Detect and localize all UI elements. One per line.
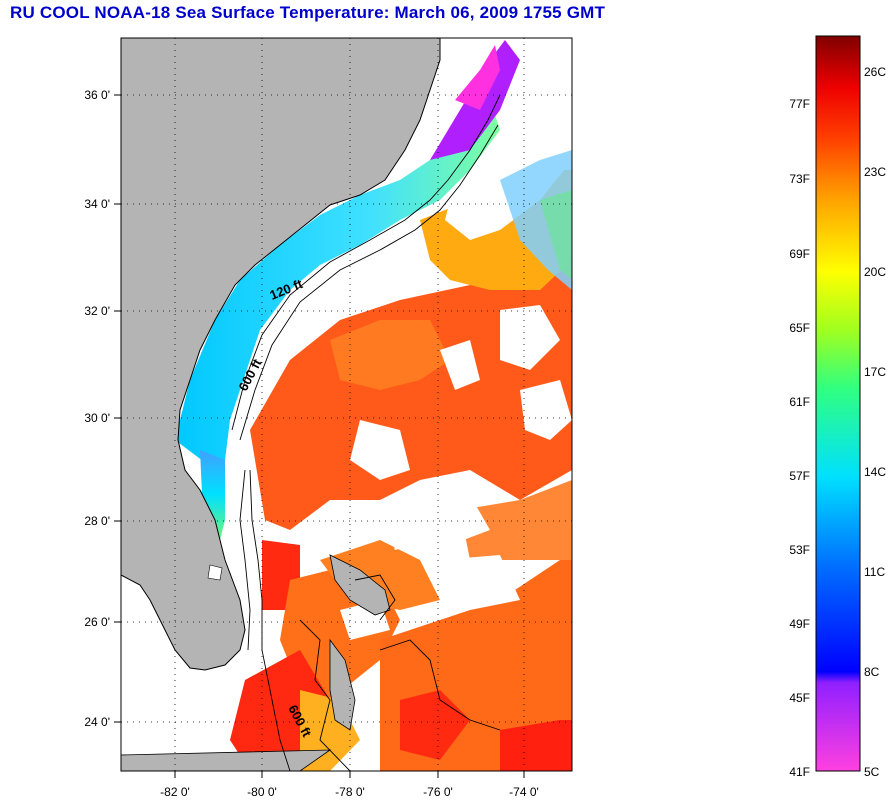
cb-label-c: 26C: [864, 65, 886, 79]
cb-label-c: 14C: [864, 465, 886, 479]
cb-label-c: 11C: [864, 565, 885, 579]
map-border: [120, 37, 573, 772]
lat-label: 24 0': [84, 715, 110, 729]
cb-label-f: 65F: [789, 321, 810, 335]
colorbar: 77F 73F 69F 65F 61F 57F 53F 49F 45F 41F …: [789, 35, 886, 779]
cb-label-c: 8C: [864, 665, 880, 679]
bathymetry-contours: [231, 94, 501, 771]
cb-label-f: 57F: [789, 469, 810, 483]
colorbar-gradient: [815, 35, 861, 772]
cb-label-f: 53F: [789, 543, 810, 557]
colorbar-fahrenheit-labels: 77F 73F 69F 65F 61F 57F 53F 49F 45F 41F: [789, 97, 810, 779]
cb-label-f: 77F: [789, 97, 810, 111]
lon-label: -80 0': [247, 785, 277, 799]
cb-label-c: 5C: [864, 765, 880, 779]
cb-label-f: 69F: [789, 247, 810, 261]
colorbar-celsius-labels: 26C 23C 20C 17C 14C 11C 8C 5C: [864, 65, 886, 779]
lon-label: -74 0': [509, 785, 539, 799]
lat-label: 36 0': [84, 88, 110, 102]
cb-label-f: 61F: [789, 395, 810, 409]
latitude-labels: 36 0' 34 0' 32 0' 30 0' 28 0' 26 0' 24 0…: [84, 88, 110, 729]
lat-label: 32 0': [84, 304, 110, 318]
lat-label: 28 0': [84, 514, 110, 528]
map-panel: 120 ft 600 ft 600 ft: [121, 38, 572, 771]
cb-label-c: 23C: [864, 165, 886, 179]
cb-label-f: 49F: [789, 617, 810, 631]
graticule: [121, 38, 572, 771]
lon-label: -76 0': [423, 785, 453, 799]
lat-label: 34 0': [84, 197, 110, 211]
cb-label-c: 20C: [864, 265, 886, 279]
cb-label-f: 45F: [789, 691, 810, 705]
map-title: RU COOL NOAA-18 Sea Surface Temperature:…: [10, 3, 606, 22]
axis-ticks: [114, 94, 525, 778]
land-mass: [121, 38, 441, 771]
longitude-labels: -82 0' -80 0' -78 0' -76 0' -74 0': [160, 785, 539, 799]
lon-label: -82 0': [160, 785, 190, 799]
lat-label: 26 0': [84, 615, 110, 629]
cb-label-c: 17C: [864, 365, 886, 379]
cb-label-f: 41F: [789, 765, 810, 779]
lat-label: 30 0': [84, 411, 110, 425]
lon-label: -78 0': [335, 785, 365, 799]
cb-label-f: 73F: [789, 172, 810, 186]
